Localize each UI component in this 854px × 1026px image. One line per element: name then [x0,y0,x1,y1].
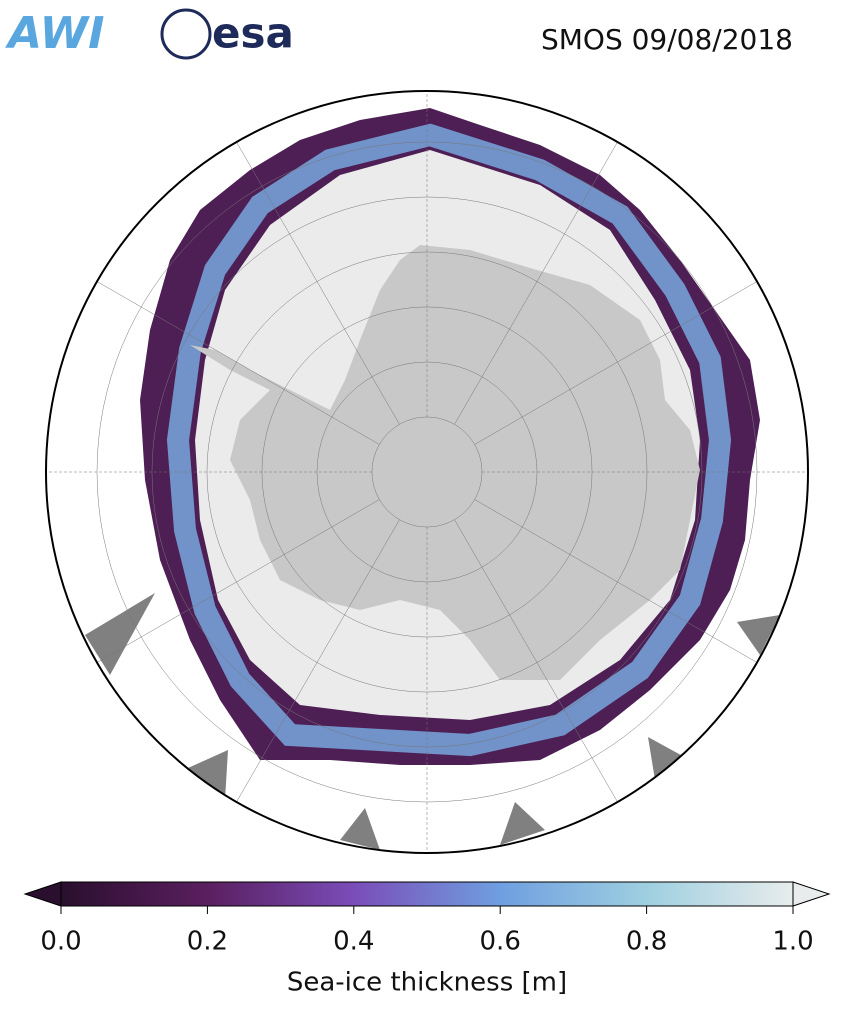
awi-logo: AWI [5,8,105,59]
colorbar-tick-label: 0.6 [480,927,521,957]
land [340,808,380,850]
map-frame [45,90,809,854]
colorbar-tick-label: 0.0 [40,927,81,957]
land [648,737,690,780]
colorbar-tick-label: 0.2 [187,927,228,957]
esa-emblem [160,8,212,60]
meridian [236,519,400,803]
colorbar [60,881,794,907]
meridian [454,141,618,425]
map [46,91,808,853]
colorbar-extend-high [792,881,831,907]
colorbar-label: Sea-ice thickness [m] [287,968,567,998]
land [737,615,780,655]
meridian [96,281,380,445]
colorbar-extend-low [23,881,62,907]
esa-logo: esa [212,9,294,58]
meridian [236,141,400,425]
meridian [474,499,758,663]
colorbar-tick-label: 1.0 [772,927,813,957]
meridian [454,519,618,803]
colorbar-tick-label: 0.8 [626,927,667,957]
colorbar-tick-label: 0.4 [333,927,374,957]
graticule [46,91,808,853]
thin-ice-band [166,123,732,757]
meridian [96,499,380,663]
land [188,750,228,800]
title: SMOS 09/08/2018 [541,23,793,56]
antarctica [190,245,700,680]
land [85,593,155,675]
land [500,802,545,845]
meridian [474,281,758,445]
